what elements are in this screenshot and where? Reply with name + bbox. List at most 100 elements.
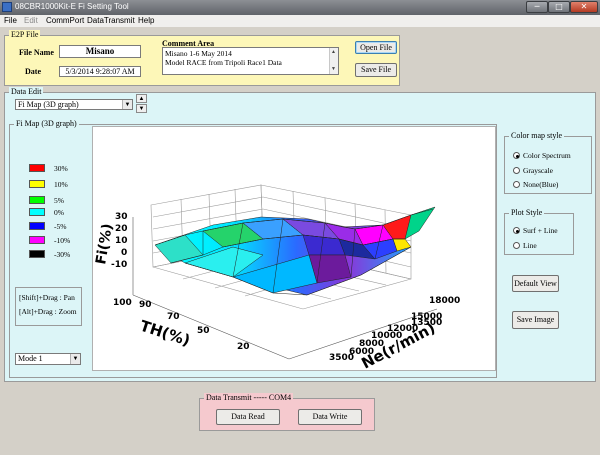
menu-datatransmit[interactable]: DataTransmit [87, 16, 135, 25]
z-tick: 0 [121, 248, 127, 258]
data-read-button[interactable]: Data Read [216, 409, 280, 425]
legend-swatch-minus10 [29, 236, 45, 244]
radio-line[interactable]: Line [513, 241, 537, 250]
legend-swatch-10 [29, 180, 45, 188]
legend-label-minus30: -30% [54, 250, 71, 259]
file-name-label: File Name [19, 48, 54, 57]
z-tick: 30 [115, 212, 128, 222]
ne-tick: 15000 [411, 312, 442, 322]
z-tick: -10 [111, 260, 127, 270]
z-tick: 10 [115, 236, 128, 246]
data-edit-legend: Data Edit [9, 87, 44, 96]
legend-swatch-minus5 [29, 222, 45, 230]
app-icon [2, 2, 12, 12]
map-select[interactable]: Fi Map (3D graph) ▼ [15, 99, 133, 110]
hint-pan: [Shift]+Drag : Pan [19, 293, 75, 302]
radio-grayscale[interactable]: Grayscale [513, 166, 553, 175]
radio-label: Grayscale [523, 166, 553, 175]
menu-bar: File Edit CommPort DataTransmit Help [0, 15, 600, 27]
comment-line: Misano 1-6 May 2014 [165, 49, 232, 58]
save-file-button[interactable]: Save File [355, 63, 397, 77]
radio-icon[interactable] [513, 181, 520, 188]
radio-icon[interactable] [513, 167, 520, 174]
ne-tick: 13500 [411, 318, 442, 328]
legend-swatch-5 [29, 196, 45, 204]
ne-tick: 6000 [349, 347, 374, 357]
menu-file[interactable]: File [4, 16, 17, 25]
ne-tick: 3500 [329, 353, 354, 363]
th-tick: 50 [197, 326, 210, 336]
ne-tick: 12000 [387, 324, 418, 334]
legend-label-10: 10% [54, 180, 68, 189]
e2p-file-group: E2P File File Name Misano Date 5/3/2014 … [4, 30, 400, 86]
spin-down-button[interactable]: ▼ [136, 104, 147, 113]
legend-swatch-30 [29, 164, 45, 172]
fi-map-legend: Fi Map (3D graph) [14, 119, 79, 128]
th-axis-label: TH(%) [138, 317, 193, 350]
legend-swatch-minus30 [29, 250, 45, 258]
save-image-button[interactable]: Save Image [512, 311, 559, 329]
radio-color-spectrum[interactable]: Color Spectrum [513, 151, 571, 160]
comment-line: Model RACE from Tripoli Race1 Data [165, 58, 282, 67]
legend-label-5: 5% [54, 196, 64, 205]
fi-map-3d-graph[interactable]: 30 20 10 0 -10 Fi(%) 100 90 70 50 20 TH(… [92, 126, 497, 373]
ne-tick: 10000 [371, 331, 402, 341]
menu-help[interactable]: Help [138, 16, 155, 25]
plot-style-title: Plot Style [509, 208, 545, 217]
ne-axis-ticks: 18000 15000 13500 12000 10000 8000 6000 … [329, 296, 460, 363]
th-tick: 90 [139, 300, 152, 310]
comment-area[interactable]: Misano 1-6 May 2014 Model RACE from Trip… [162, 47, 339, 75]
scroll-down-icon[interactable]: ▼ [331, 67, 336, 72]
close-button[interactable]: ✕ [570, 1, 598, 13]
th-axis-ticks: 100 90 70 50 20 [113, 298, 250, 352]
comment-area-title: Comment Area [162, 39, 215, 48]
plot-style-group: Plot Style Surf + Line Line [504, 208, 574, 255]
fi-map-3d-svg[interactable]: 30 20 10 0 -10 Fi(%) 100 90 70 50 20 TH(… [93, 127, 497, 373]
minimize-button[interactable]: ─ [526, 1, 548, 13]
date-field[interactable]: 5/3/2014 9:28:07 AM [59, 66, 141, 77]
maximize-button[interactable]: □ [548, 1, 570, 13]
data-write-button[interactable]: Data Write [298, 409, 362, 425]
scroll-up-icon[interactable]: ▲ [331, 50, 336, 55]
fi-surface [154, 206, 436, 296]
radio-selected-icon[interactable] [513, 152, 520, 159]
default-view-button[interactable]: Default View [512, 275, 559, 292]
chevron-down-icon[interactable]: ▼ [70, 354, 80, 364]
legend-label-30: 30% [54, 164, 68, 173]
file-name-field[interactable]: Misano [59, 45, 141, 58]
menu-edit[interactable]: Edit [24, 16, 38, 25]
spin-up-button[interactable]: ▲ [136, 94, 147, 103]
graph-axes [132, 217, 438, 360]
hint-zoom: [Alt]+Drag : Zoom [19, 307, 77, 316]
title-bar: 08CBR1000Kit-E Fi Setting Tool ─ □ ✕ [0, 0, 600, 15]
menu-commport[interactable]: CommPort [46, 16, 85, 25]
e2p-file-legend: E2P File [9, 30, 41, 39]
th-tick: 20 [237, 342, 250, 352]
data-transmit-legend: Data Transmit ----- COM4 [204, 393, 294, 402]
open-file-button[interactable]: Open File [355, 41, 397, 54]
radio-selected-icon[interactable] [513, 227, 520, 234]
chevron-down-icon[interactable]: ▼ [122, 100, 132, 109]
legend-label-minus10: -10% [54, 236, 71, 245]
window-title: 08CBR1000Kit-E Fi Setting Tool [15, 2, 129, 11]
radio-surf-line[interactable]: Surf + Line [513, 226, 558, 235]
comment-scrollbar[interactable]: ▲ ▼ [329, 48, 338, 74]
z-axis-ticks: 30 20 10 0 -10 [111, 212, 128, 270]
z-tick: 20 [115, 224, 128, 234]
legend-label-minus5: -5% [54, 222, 67, 231]
map-select-value: Fi Map (3D graph) [18, 100, 79, 109]
th-tick: 70 [167, 312, 180, 322]
radio-none-blue[interactable]: None(Blue) [513, 180, 558, 189]
hint-box: [Shift]+Drag : Pan [Alt]+Drag : Zoom [15, 287, 82, 326]
data-transmit-group: Data Transmit ----- COM4 Data Read Data … [199, 393, 375, 431]
radio-label: Line [523, 241, 537, 250]
ne-tick: 8000 [359, 339, 384, 349]
radio-label: Color Spectrum [523, 151, 571, 160]
th-tick: 100 [113, 298, 132, 308]
legend-swatch-0 [29, 208, 45, 216]
radio-label: None(Blue) [523, 180, 559, 189]
radio-icon[interactable] [513, 242, 520, 249]
color-map-style-group: Color map style Color Spectrum Grayscale… [504, 131, 592, 194]
color-map-style-title: Color map style [509, 131, 565, 140]
mode-select[interactable]: Mode 1 ▼ [15, 353, 81, 365]
